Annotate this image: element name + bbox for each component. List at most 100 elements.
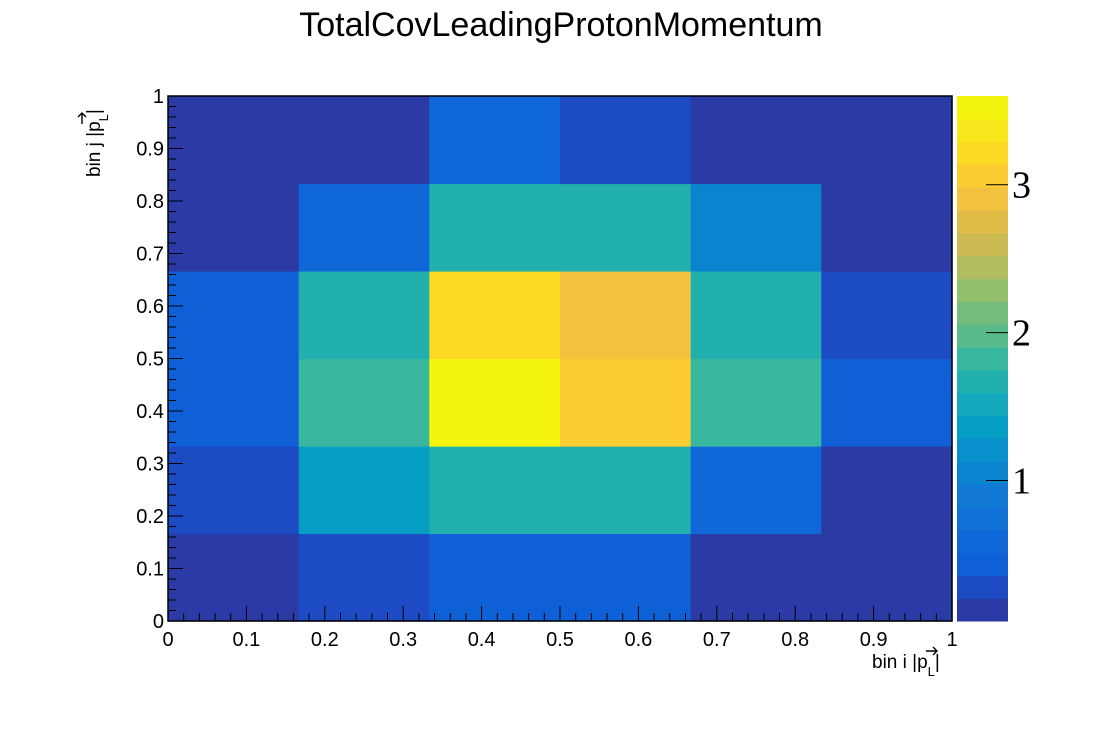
x-axis-title-text: bin i | (872, 652, 917, 673)
heatmap-cell (298, 183, 430, 272)
heatmap-cell (168, 183, 300, 272)
palette-swatch (957, 301, 1008, 325)
heatmap-cell (821, 446, 953, 535)
heatmap-cell (690, 96, 822, 185)
heatmap-cell (821, 270, 953, 360)
heatmap-cell (821, 183, 953, 272)
x-axis-title-symbol: p (917, 652, 928, 673)
y-tick-label: 0.9 (136, 139, 164, 161)
heatmap-cell (690, 446, 822, 535)
color-palette: 1 2 3 (957, 96, 1031, 622)
x-tick-label: 1 (946, 629, 957, 651)
heatmap-cell (429, 358, 561, 447)
heatmap-cell (298, 446, 430, 535)
palette-swatch (957, 324, 1008, 348)
heatmap-cell (168, 358, 300, 447)
y-tick-label: 0 (153, 611, 164, 633)
palette-swatch (957, 96, 1008, 120)
heatmap-cell (429, 96, 561, 185)
heatmap-cell (429, 446, 561, 535)
chart-title: TotalCovLeadingProtonMomentum (299, 6, 823, 44)
heatmap-cell (821, 96, 953, 185)
x-axis-title-close: | (935, 652, 940, 673)
palette-swatch (957, 141, 1008, 165)
palette-swatch (957, 438, 1008, 462)
heatmap-cell (429, 533, 561, 622)
y-axis-title-close: | (84, 109, 105, 114)
x-axis: 0 0.1 0.2 0.3 0.4 0.5 0.6 0.7 0.8 0.9 1 (162, 606, 958, 651)
palette-swatch (957, 598, 1008, 622)
heatmap-cell (168, 533, 300, 622)
x-axis-title: bin i |pL| (872, 646, 940, 679)
x-tick-label: 0.4 (468, 629, 496, 651)
y-tick-label: 0.6 (136, 296, 164, 318)
heatmap-cell (821, 533, 953, 622)
heatmap-cell (560, 183, 692, 272)
heatmap-cell (560, 96, 692, 185)
y-tick-label: 0.2 (136, 506, 164, 528)
palette-swatch (957, 347, 1008, 371)
palette-tick-label: 2 (1012, 313, 1031, 355)
heatmap-cell (690, 358, 822, 447)
palette-swatch (957, 255, 1008, 280)
palette-swatch (957, 164, 1008, 188)
y-axis: 0 0.1 0.2 0.3 0.4 0.5 0.6 0.7 0.8 0.9 1 (136, 86, 183, 633)
palette-swatch (957, 529, 1008, 554)
palette-tick-label: 1 (1012, 461, 1031, 503)
palette-swatch (957, 232, 1008, 257)
palette-swatch (957, 369, 1008, 394)
heatmap-cell (560, 533, 692, 622)
heatmap-cell (298, 533, 430, 622)
y-tick-label: 0.7 (136, 244, 164, 266)
svg-text:bin j |pL|: bin j |pL| (84, 109, 111, 177)
palette-swatch (957, 506, 1008, 531)
heatmap-cell (168, 96, 300, 185)
y-axis-title-subscript: L (96, 114, 111, 121)
heatmap-cell (690, 533, 822, 622)
x-tick-label: 0.2 (311, 629, 339, 651)
x-tick-label: 0 (162, 629, 173, 651)
y-axis-title-symbol: p (84, 121, 105, 132)
y-axis-title-text: bin j | (84, 132, 105, 177)
heatmap-cells (168, 96, 953, 622)
palette-swatch (957, 461, 1008, 485)
heatmap-cell (690, 270, 822, 360)
heatmap-cell (168, 270, 300, 360)
palette-swatch (957, 484, 1008, 508)
palette-swatch (957, 278, 1008, 302)
heatmap-cell (429, 183, 561, 272)
y-axis-vector-arrow (77, 112, 87, 124)
heatmap-cell (298, 358, 430, 447)
heatmap-cell (560, 446, 692, 535)
palette-swatch (957, 415, 1008, 439)
y-tick-label: 1 (153, 86, 164, 108)
heatmap-cell (168, 446, 300, 535)
palette-swatch (957, 552, 1008, 576)
x-tick-label: 0.3 (389, 629, 417, 651)
y-tick-label: 0.8 (136, 191, 164, 213)
heatmap-cell (298, 270, 430, 360)
x-tick-label: 0.5 (546, 629, 574, 651)
heatmap-cell (690, 183, 822, 272)
x-tick-label: 0.7 (703, 629, 731, 651)
x-tick-label: 0.8 (781, 629, 809, 651)
y-tick-label: 0.3 (136, 454, 164, 476)
heatmap-cell (429, 270, 561, 360)
palette-tick-label: 3 (1012, 165, 1031, 207)
y-tick-label: 0.4 (136, 401, 164, 423)
palette-swatch (957, 575, 1008, 599)
palette-swatch (957, 210, 1008, 234)
palette-swatch (957, 118, 1008, 143)
x-tick-label: 0.1 (232, 629, 260, 651)
x-axis-vector-arrow (926, 646, 938, 656)
svg-text:bin i |pL|: bin i |pL| (872, 652, 940, 679)
palette-swatch (957, 392, 1008, 417)
y-tick-label: 0.1 (136, 559, 164, 581)
y-tick-label: 0.5 (136, 349, 164, 371)
x-tick-label: 0.6 (624, 629, 652, 651)
x-axis-title-subscript: L (928, 664, 935, 679)
x-tick-label: 0.9 (860, 629, 888, 651)
palette-swatch (957, 187, 1008, 211)
y-axis-title: bin j |pL| (77, 109, 111, 177)
